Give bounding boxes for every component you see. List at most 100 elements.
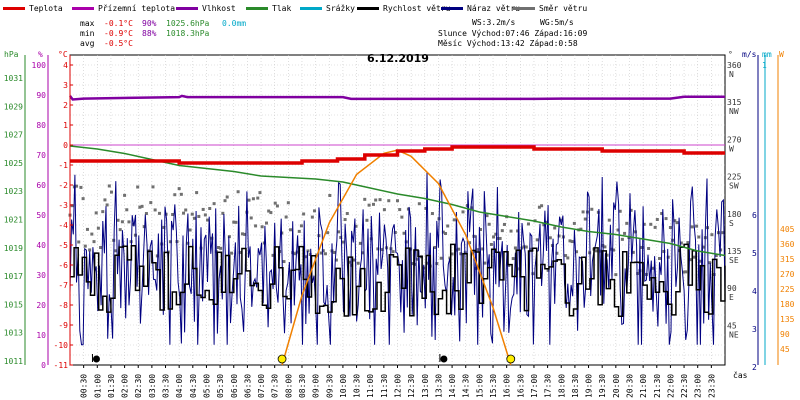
wind-direction-point (575, 250, 579, 254)
x-tick-label: 20:00 (612, 374, 621, 398)
legend-item: Tlak (246, 4, 291, 13)
wind-direction-point (603, 245, 607, 249)
wind-direction-point (470, 206, 474, 210)
celsius-tick-label: -8 (58, 301, 68, 310)
stat-max-temp: -0.1°C (104, 19, 133, 28)
direction-deg-label: 270 (727, 135, 742, 144)
x-tick-label: 16:30 (516, 374, 525, 398)
wind-direction-point (583, 217, 587, 221)
wind-direction-point (238, 250, 242, 254)
hpa-tick-label: 1015 (4, 300, 23, 309)
chart-title: 6.12.2019 (367, 52, 429, 65)
stat-wg: WG:5m/s (540, 18, 574, 27)
stat-min-press: 1018.3hPa (166, 29, 210, 38)
wind-direction-point (184, 208, 188, 212)
celsius-tick-label: -11 (54, 361, 69, 370)
wind-direction-point (682, 270, 686, 274)
x-tick-label: 07:00 (257, 374, 266, 398)
wind-direction-point (158, 211, 162, 215)
sun-marker (506, 354, 516, 364)
wind-direction-point (251, 197, 255, 201)
w-tick-label: 315 (780, 255, 795, 264)
ms-tick-label: 4 (752, 287, 757, 296)
hpa-tick-label: 1011 (4, 357, 23, 366)
wind-direction-point (256, 196, 260, 200)
wind-direction-point (182, 211, 186, 215)
wind-direction-point (572, 221, 576, 225)
wind-direction-point (151, 185, 155, 189)
wind-direction-point (216, 246, 220, 250)
wind-direction-point (542, 223, 546, 227)
wind-direction-point (190, 212, 194, 216)
stat-avg-label: avg (80, 39, 95, 48)
pct-tick-label: 80 (36, 121, 46, 130)
hpa-tick-label: 1029 (4, 102, 23, 111)
wind-direction-point (201, 207, 205, 211)
wind-direction-point (441, 230, 445, 234)
x-tick-label: 03:30 (162, 374, 171, 398)
wind-direction-point (334, 258, 338, 262)
wind-direction-point (347, 260, 351, 264)
wind-direction-point (564, 254, 568, 258)
wind-direction-point (699, 259, 703, 263)
x-tick-label: 06:00 (230, 374, 239, 398)
celsius-tick-label: -7 (58, 281, 68, 290)
wind-direction-point (125, 208, 129, 212)
wind-direction-point (446, 224, 450, 228)
wind-direction-point (153, 208, 157, 212)
direction-name-label: SE (729, 256, 739, 265)
wind-direction-point (271, 253, 275, 257)
wind-direction-point (92, 240, 96, 244)
hpa-tick-label: 1031 (4, 74, 23, 83)
wind-direction-point (599, 249, 603, 253)
wind-direction-point (328, 193, 332, 197)
legend-item: Rychlost větru (357, 4, 451, 13)
wind-direction-point (513, 246, 517, 250)
wind-direction-point (524, 245, 528, 249)
wind-direction-point (358, 241, 362, 245)
wind-direction-point (254, 224, 258, 228)
wind-direction-point (77, 240, 81, 244)
wind-direction-point (566, 256, 570, 260)
wind-direction-point (284, 215, 288, 219)
hpa-tick-label: 1027 (4, 131, 23, 140)
wind-direction-point (690, 225, 694, 229)
legend-label: Tlak (272, 4, 291, 13)
wind-direction-point (594, 249, 598, 253)
wind-direction-point (553, 226, 557, 230)
x-tick-label: 08:30 (298, 374, 307, 398)
wind-direction-point (225, 195, 229, 199)
x-tick-label: 18:00 (557, 374, 566, 398)
wind-direction-point (306, 249, 310, 253)
wind-direction-point (400, 215, 404, 219)
w-axis-unit: W (779, 50, 784, 59)
wind-direction-point (293, 252, 297, 256)
direction-deg-label: 135 (727, 247, 742, 256)
wind-direction-point (476, 248, 480, 252)
wind-direction-point (326, 231, 330, 235)
x-tick-label: 22:00 (666, 374, 675, 398)
hpa-tick-label: 1025 (4, 159, 23, 168)
wind-direction-point (559, 218, 563, 222)
wind-direction-point (332, 250, 336, 254)
wind-direction-point (109, 190, 113, 194)
wind-direction-point (712, 272, 716, 276)
wind-direction-point (396, 199, 399, 203)
wind-direction-point (402, 231, 406, 235)
wind-direction-point (208, 206, 212, 210)
wind-direction-point (289, 228, 293, 232)
wind-direction-point (692, 255, 696, 259)
x-tick-label: 11:30 (380, 374, 389, 398)
wind-direction-point (688, 258, 692, 262)
w-tick-label: 360 (780, 240, 795, 249)
x-tick-label: 03:00 (148, 374, 157, 398)
celsius-tick-label: 0 (63, 141, 68, 150)
wind-direction-point (367, 203, 371, 207)
wind-direction-point (192, 216, 196, 220)
legend-swatch (3, 7, 25, 10)
legend-label: Vlhkost (202, 4, 236, 13)
direction-deg-label: 315 (727, 98, 742, 107)
direction-axis-unit: ° (728, 50, 733, 59)
direction-deg-label: 360 (727, 61, 742, 70)
